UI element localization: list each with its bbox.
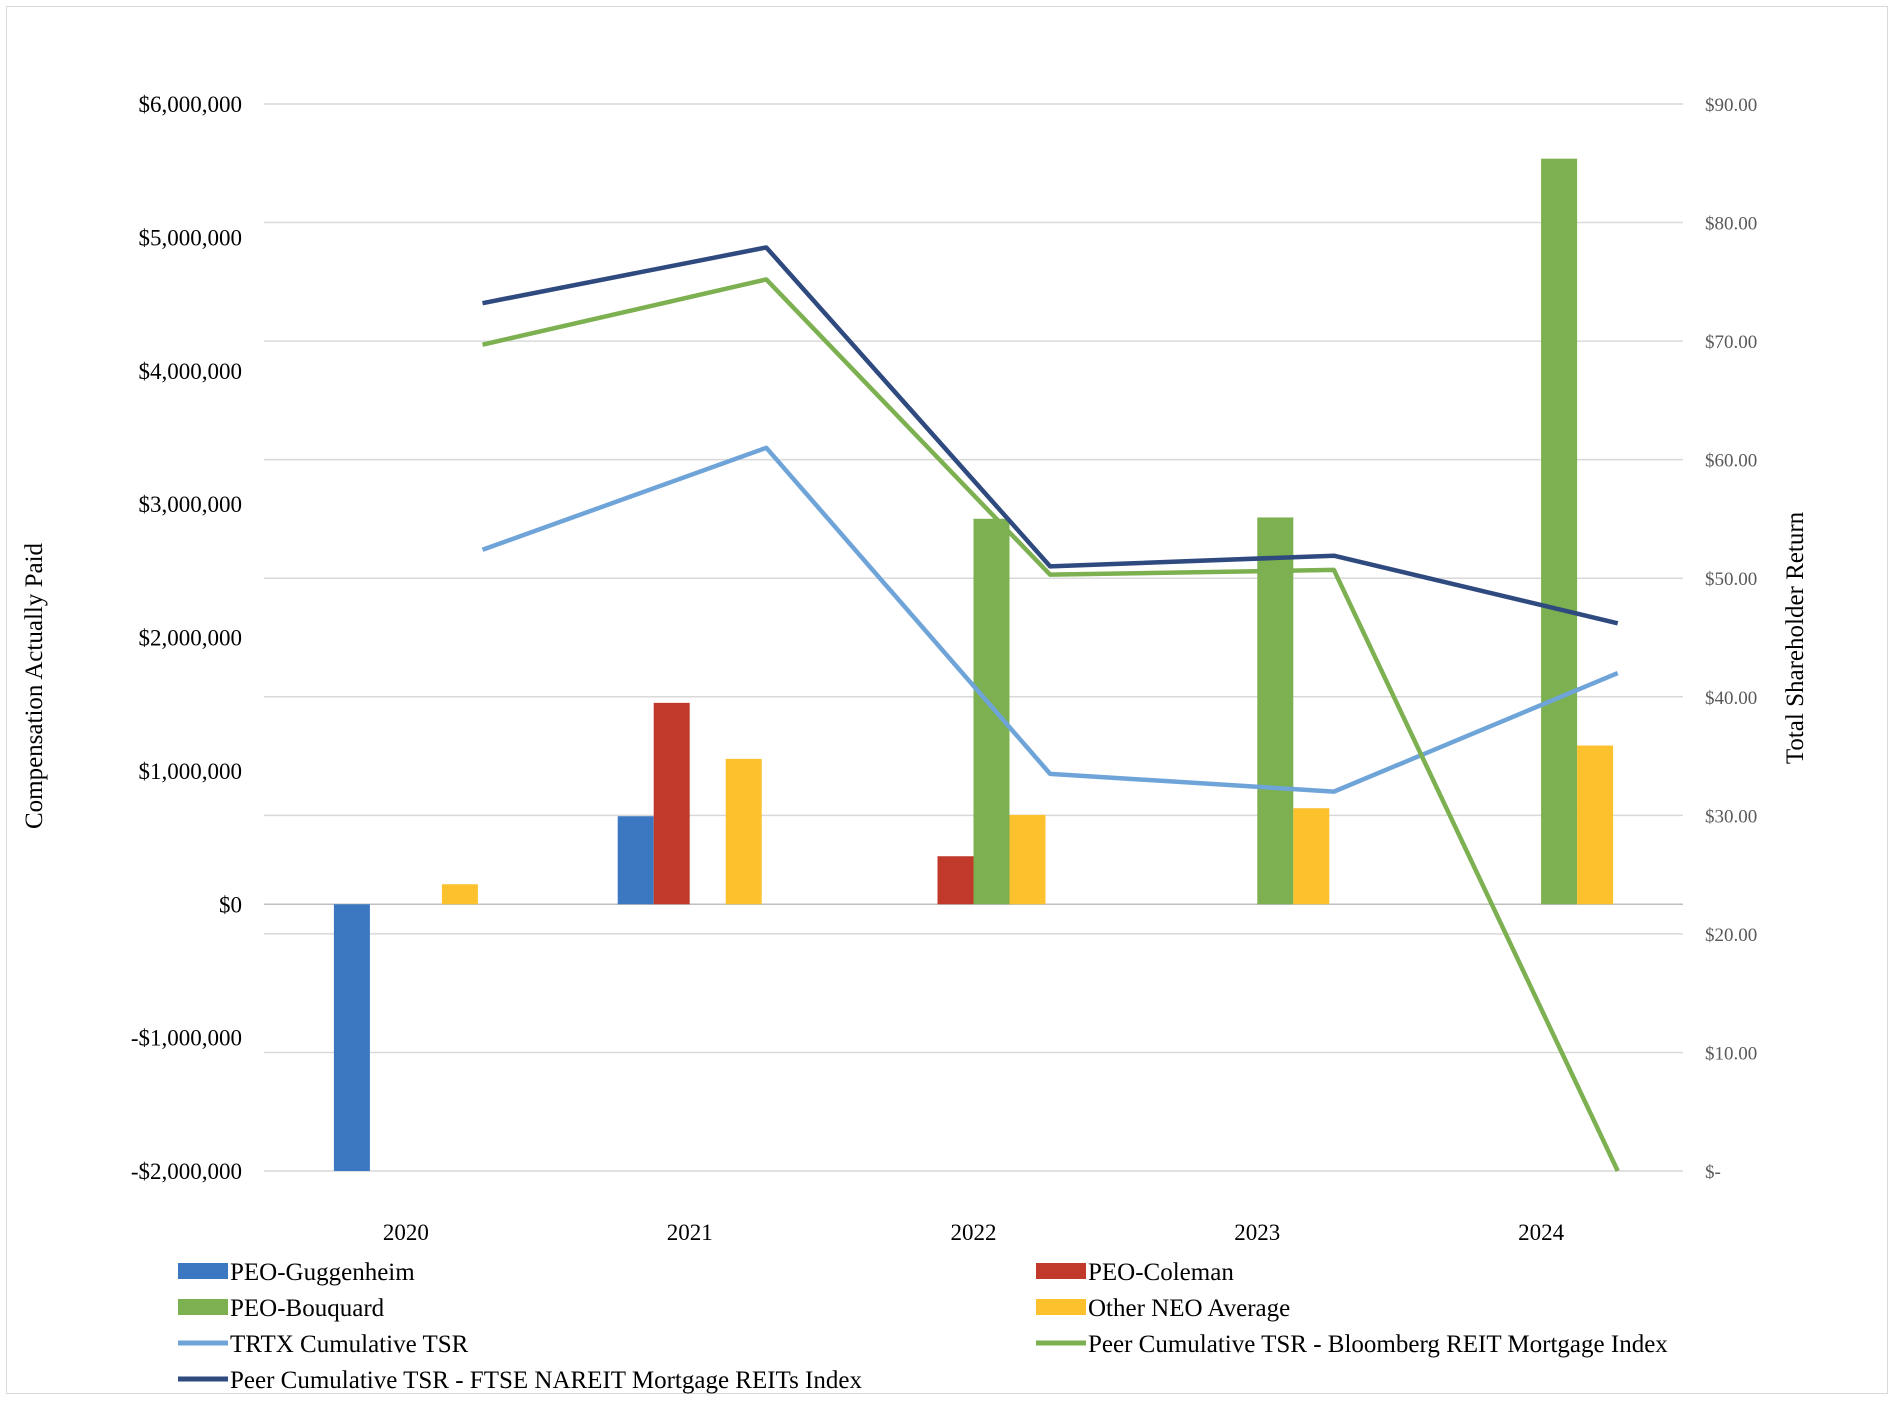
bar — [1257, 517, 1294, 905]
left-tick-label: $1,000,000 — [139, 759, 243, 784]
chart-frame — [6, 6, 1888, 1394]
bar — [617, 816, 654, 905]
bar — [333, 904, 370, 1171]
left-axis-title: Compensation Actually Paid — [21, 542, 48, 829]
bar — [1009, 814, 1046, 905]
x-axis: 2020 2021 2022 2023 2024 — [383, 1220, 1565, 1245]
right-tick-label: $- — [1705, 1162, 1721, 1183]
legend-swatch — [1036, 1299, 1086, 1315]
right-tick-label: $50.00 — [1705, 569, 1757, 590]
right-tick-label: $20.00 — [1705, 925, 1757, 946]
x-tick-label: 2021 — [667, 1220, 713, 1245]
tsr-line — [481, 445, 1619, 794]
left-tick-label: -$2,000,000 — [131, 1159, 242, 1184]
x-tick-label: 2023 — [1234, 1220, 1280, 1245]
legend-label: TRTX Cumulative TSR — [230, 1331, 469, 1358]
legend-label: PEO-Guggenheim — [230, 1259, 415, 1286]
bar — [937, 856, 974, 905]
right-tick-label: $30.00 — [1705, 806, 1757, 827]
bar — [1577, 745, 1614, 905]
left-tick-label: $3,000,000 — [139, 492, 243, 517]
legend-label: Peer Cumulative TSR - Bloomberg REIT Mor… — [1088, 1331, 1668, 1358]
right-axis-title: Total Shareholder Return — [1782, 511, 1809, 764]
bar — [973, 518, 1010, 905]
right-tick-label: $60.00 — [1705, 451, 1757, 472]
bars — [333, 158, 1614, 1171]
bar — [441, 884, 478, 905]
legend-label: Peer Cumulative TSR - FTSE NAREIT Mortga… — [230, 1367, 862, 1394]
left-tick-label: $6,000,000 — [139, 92, 243, 117]
legend-swatch — [1036, 1263, 1086, 1279]
left-axis: -$2,000,000 -$1,000,000 $0 $1,000,000 $2,000… — [131, 92, 242, 1184]
legend: PEO-Guggenheim PEO-Coleman PEO-Bouquard Oth… — [178, 1259, 1668, 1394]
x-tick-label: 2022 — [951, 1220, 997, 1245]
left-tick-label: $4,000,000 — [139, 359, 243, 384]
legend-swatch — [178, 1299, 228, 1315]
legend-label: PEO-Coleman — [1088, 1259, 1234, 1286]
right-tick-label: $80.00 — [1705, 214, 1757, 235]
tsr-line — [482, 277, 1620, 1172]
right-tick-label: $10.00 — [1705, 1043, 1757, 1064]
legend-label: Other NEO Average — [1088, 1295, 1290, 1322]
right-axis: $- $10.00 $20.00 $30.00 $40.00 $50.00 $60.00 $7… — [1705, 95, 1757, 1183]
tsr-lines — [481, 245, 1620, 1172]
bar — [725, 758, 762, 905]
bar — [1541, 158, 1578, 905]
left-tick-label: $0 — [219, 892, 242, 917]
legend-swatch — [178, 1263, 228, 1279]
bar — [653, 702, 690, 905]
tsr-line — [482, 245, 1619, 626]
x-tick-label: 2024 — [1518, 1220, 1565, 1245]
left-tick-label: $5,000,000 — [139, 225, 243, 250]
right-tick-label: $40.00 — [1705, 688, 1757, 709]
x-tick-label: 2020 — [383, 1220, 429, 1245]
bar — [1293, 808, 1330, 905]
left-tick-label: -$1,000,000 — [131, 1026, 242, 1051]
right-tick-label: $90.00 — [1705, 95, 1757, 116]
legend-label: PEO-Bouquard — [230, 1295, 385, 1322]
left-tick-label: $2,000,000 — [139, 626, 243, 651]
right-tick-label: $70.00 — [1705, 332, 1757, 353]
